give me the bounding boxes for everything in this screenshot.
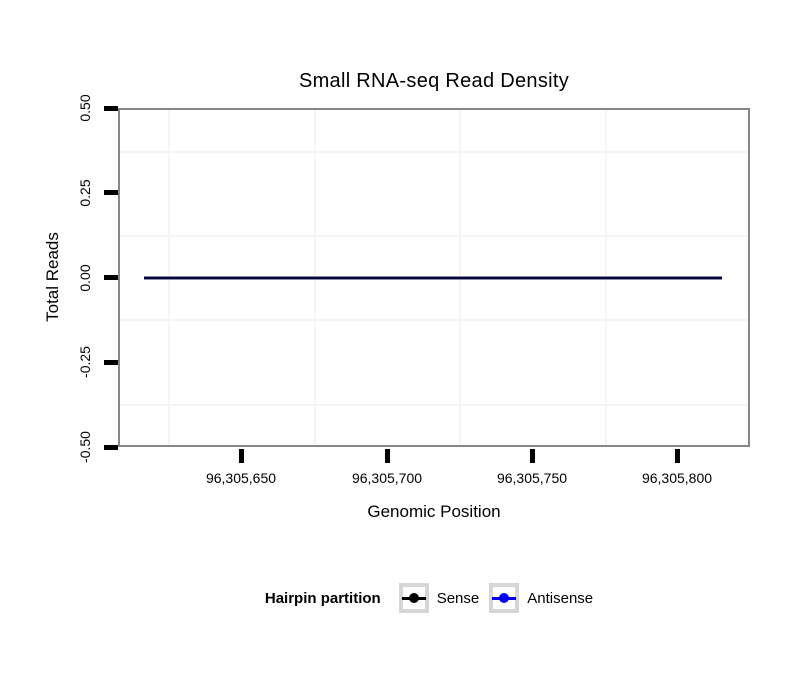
legend-item-antisense: Antisense <box>489 583 593 613</box>
legend-key-box <box>489 583 520 613</box>
y-tick-mark <box>104 190 118 195</box>
x-tick-label: 96,305,750 <box>496 470 568 486</box>
y-axis-title: Total Reads <box>43 232 62 322</box>
legend-label-sense: Sense <box>436 589 480 607</box>
y-tick-label: -0.25 <box>77 346 93 378</box>
x-axis-title: Genomic Position <box>367 502 501 521</box>
y-tick-label: -0.50 <box>77 431 93 463</box>
x-tick-mark <box>384 449 390 463</box>
plot-panel <box>118 108 750 447</box>
gridline-minor-horizontal <box>120 234 748 237</box>
legend: Hairpin partition Sense Antisense <box>118 580 750 616</box>
y-tick-mark <box>104 360 118 365</box>
x-tick-label: 96,305,700 <box>351 470 423 486</box>
gridline-minor-horizontal <box>120 150 748 153</box>
gridline-minor-horizontal <box>120 319 748 322</box>
y-tick-label: 0.50 <box>77 94 93 122</box>
x-tick-mark <box>529 449 535 463</box>
y-tick-label: 0.25 <box>77 178 93 207</box>
antisense-point-icon <box>499 593 510 603</box>
sense-point-icon <box>408 593 419 603</box>
x-tick-mark <box>238 449 244 463</box>
legend-item-sense: Sense <box>398 583 480 613</box>
x-tick-mark <box>674 449 680 463</box>
y-tick-mark <box>104 275 118 280</box>
read-density-line-sense-antisense-overlap <box>144 275 722 280</box>
x-tick-label: 96,305,800 <box>641 470 713 486</box>
gridline-minor-horizontal <box>120 404 748 407</box>
plot-title: Small RNA-seq Read Density <box>298 70 570 92</box>
legend-title: Hairpin partition <box>264 589 381 607</box>
y-tick-label: 0.00 <box>77 263 93 292</box>
y-tick-mark <box>104 444 118 450</box>
x-tick-label: 96,305,650 <box>205 470 277 486</box>
y-tick-mark <box>104 105 118 111</box>
legend-key-box <box>398 583 429 613</box>
legend-label-antisense: Antisense <box>527 589 594 607</box>
